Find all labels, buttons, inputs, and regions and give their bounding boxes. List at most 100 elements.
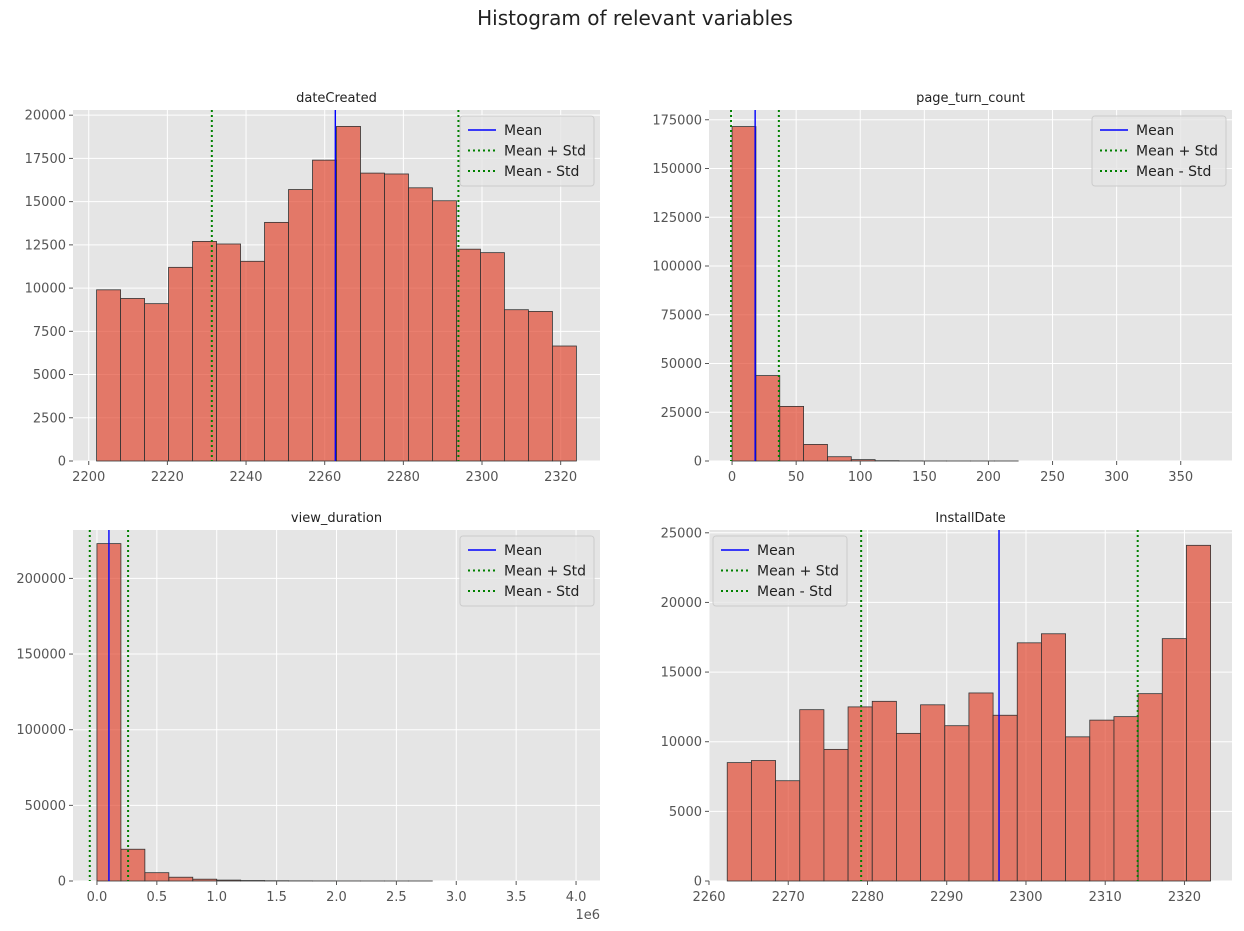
y-tick-label: 12500: [25, 238, 66, 253]
histogram-bar: [799, 709, 825, 882]
y-tick-label: 0: [58, 875, 66, 890]
y-tick-label: 5000: [33, 368, 66, 383]
legend: Mean Mean + Std Mean - Std: [1091, 115, 1227, 187]
histogram-bar: [755, 375, 781, 462]
x-tick-label: 2260: [308, 470, 341, 485]
histogram-bar: [1113, 716, 1139, 882]
x-tick-label: 2200: [72, 470, 105, 485]
histogram-bar: [731, 126, 757, 462]
histogram-bar: [850, 459, 876, 462]
y-tick-label: 175000: [652, 113, 702, 128]
histogram-bar: [1161, 638, 1187, 882]
subplot-title: page_turn_count: [916, 91, 1025, 106]
histogram-bar: [120, 848, 146, 882]
x-tick-label: 0.5: [146, 890, 167, 905]
figure-title: Histogram of relevant variables: [477, 6, 793, 30]
x-tick-label: 2270: [772, 890, 805, 905]
histogram-bar: [144, 303, 169, 462]
histogram-bar: [803, 444, 828, 462]
histogram-bar: [336, 126, 361, 462]
legend-entry: Mean: [504, 543, 542, 559]
y-tick-label: 200000: [16, 572, 66, 587]
histogram-bar: [944, 725, 970, 882]
histogram-bar: [1065, 736, 1091, 882]
subplot-view-duration: 0.0 0.5 1.0 1.5 2.0 2.5 3.0 3.5 4.0 0 50000 100000 1…: [16, 511, 600, 923]
legend-entry: Mean: [504, 123, 542, 139]
histogram-bar: [384, 173, 409, 462]
legend: Mean Mean + Std Mean - Std: [712, 535, 848, 607]
x-tick-label: 150: [912, 470, 937, 485]
x-tick-label: 50: [788, 470, 805, 485]
y-tick-label: 100000: [16, 723, 66, 738]
histogram-bar: [896, 732, 921, 882]
y-tick-label: 20000: [661, 596, 702, 611]
legend-entry: Mean - Std: [504, 164, 579, 180]
legend-entry: Mean - Std: [1136, 164, 1211, 180]
x-tick-label: 300: [1104, 470, 1129, 485]
y-tick-label: 17500: [25, 152, 66, 167]
histogram-bar: [1089, 719, 1115, 882]
histogram-bar: [1137, 693, 1163, 882]
x-tick-label: 2320: [544, 470, 577, 485]
x-tick-label: 0: [728, 470, 736, 485]
x-tick-label: 250: [1040, 470, 1065, 485]
histogram-bar: [775, 780, 801, 882]
legend-entry: Mean + Std: [504, 564, 586, 580]
histogram-bar: [456, 248, 481, 462]
x-offset-label: 1e6: [575, 908, 600, 923]
histogram-bar: [120, 298, 145, 462]
histogram-bar: [312, 159, 337, 462]
y-tick-label: 50000: [25, 799, 66, 814]
legend-entry: Mean - Std: [757, 584, 832, 600]
histogram-bar: [480, 252, 505, 462]
histogram-bar: [552, 345, 577, 462]
histogram-bar: [240, 260, 265, 462]
x-tick-label: 2310: [1089, 890, 1122, 905]
histogram-bar: [288, 189, 313, 462]
y-tick-label: 25000: [661, 526, 702, 541]
legend-entry: Mean: [1136, 123, 1174, 139]
y-tick-label: 2500: [33, 411, 66, 426]
y-tick-label: 5000: [669, 805, 702, 820]
histogram-bar: [1016, 642, 1042, 882]
histogram-bar: [750, 760, 776, 882]
y-tick-label: 20000: [25, 109, 66, 124]
legend-box: [712, 535, 848, 607]
x-tick-label: 100: [848, 470, 873, 485]
histogram-bar: [144, 872, 170, 882]
legend-box: [1091, 115, 1227, 187]
histogram-bar: [1041, 633, 1066, 882]
legend: Mean Mean + Std Mean - Std: [459, 535, 595, 607]
histogram-bar: [992, 714, 1018, 882]
x-tick-label: 2220: [151, 470, 184, 485]
histogram-bar: [408, 187, 433, 462]
histogram-bar: [920, 704, 946, 882]
y-tick-label: 0: [694, 875, 702, 890]
x-tick-label: 350: [1168, 470, 1193, 485]
histogram-bar: [168, 266, 193, 462]
histogram-bar: [216, 879, 242, 882]
histogram-bar: [871, 700, 897, 882]
y-tick-label: 10000: [661, 735, 702, 750]
subplot-title: view_duration: [291, 511, 382, 526]
x-tick-label: 3.5: [506, 890, 527, 905]
histogram-bar: [192, 878, 218, 882]
legend: Mean Mean + Std Mean - Std: [459, 115, 595, 187]
legend-box: [459, 535, 595, 607]
histogram-bar: [96, 289, 121, 462]
x-tick-label: 2320: [1168, 890, 1201, 905]
histogram-bar: [823, 748, 849, 882]
y-tick-label: 10000: [25, 282, 66, 297]
x-tick-label: 0.0: [87, 890, 108, 905]
y-tick-label: 50000: [661, 357, 702, 372]
x-tick-label: 2.5: [386, 890, 407, 905]
x-tick-label: 2.0: [326, 890, 347, 905]
x-tick-label: 2280: [851, 890, 884, 905]
y-tick-label: 150000: [16, 648, 66, 663]
x-tick-label: 2290: [930, 890, 963, 905]
y-tick-label: 100000: [652, 260, 702, 275]
histogram-bar: [504, 309, 529, 462]
subplot-title: dateCreated: [296, 91, 377, 106]
histogram-bar: [779, 405, 805, 462]
y-tick-label: 15000: [25, 195, 66, 210]
